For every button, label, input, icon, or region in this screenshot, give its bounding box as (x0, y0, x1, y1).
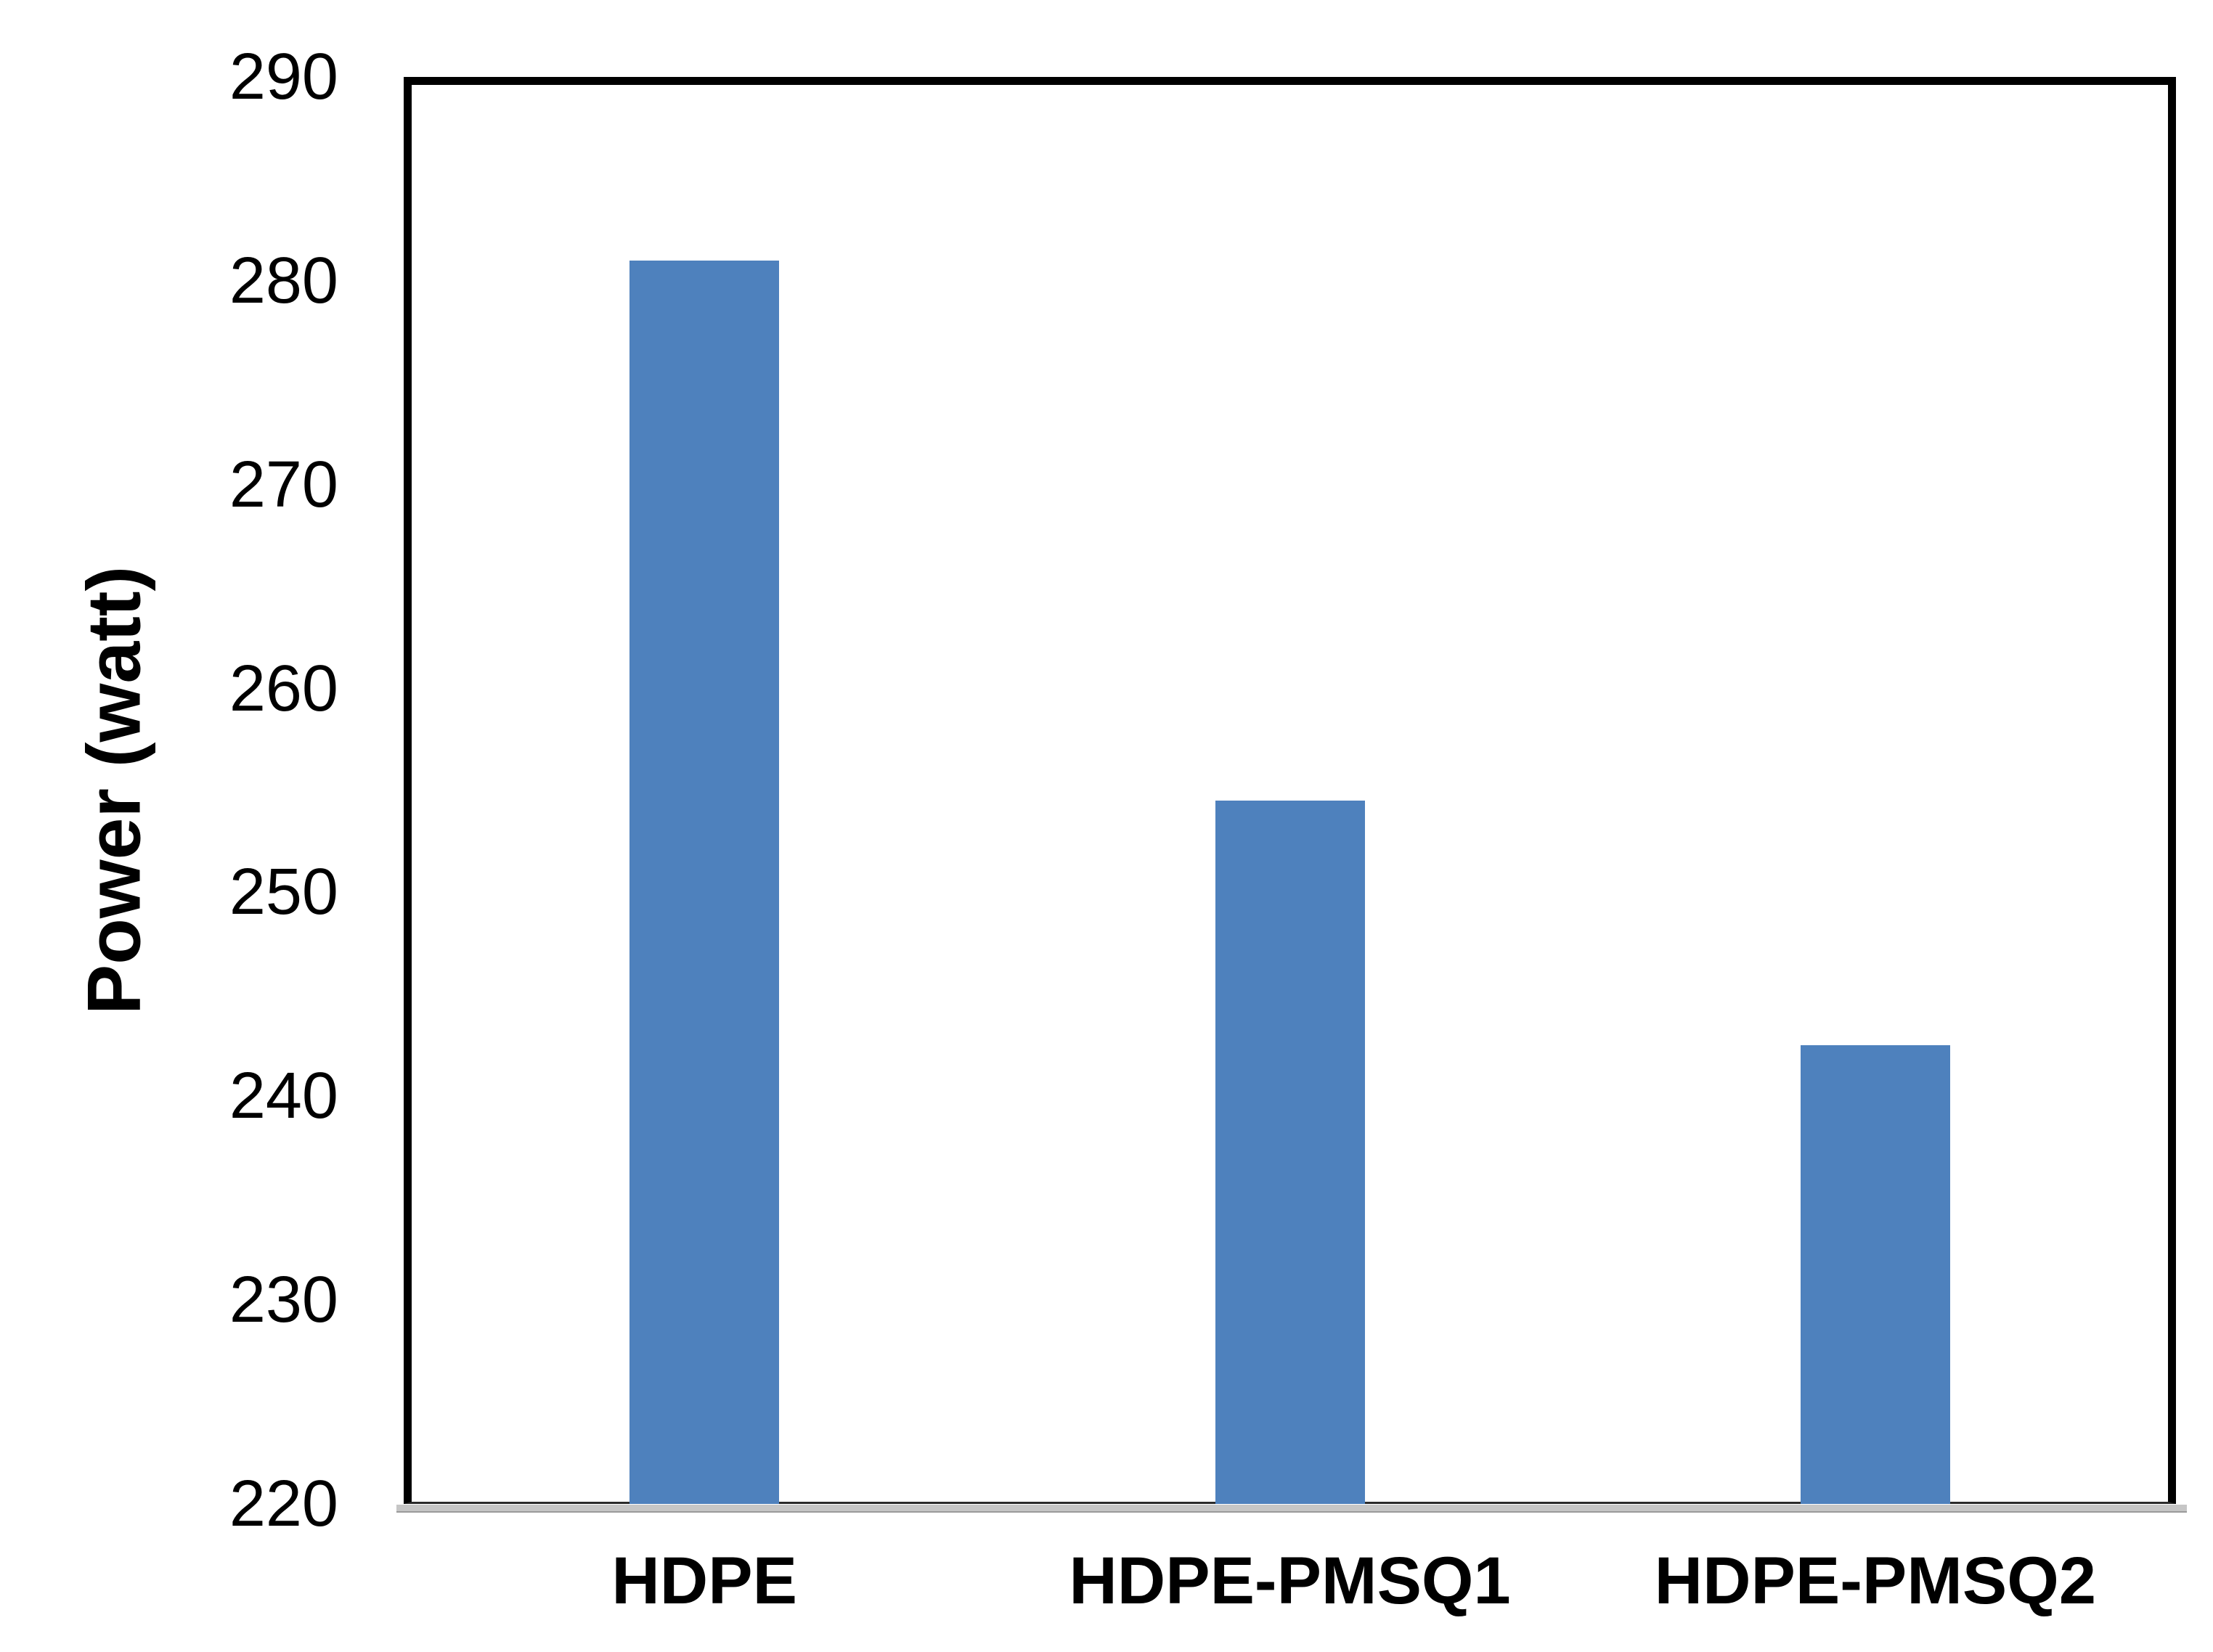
bar-hdpe (629, 260, 780, 1504)
x-axis-line (396, 1505, 2187, 1513)
y-tick-label: 260 (229, 652, 338, 725)
bar-hdpe-pmsq2 (1800, 1045, 1950, 1504)
y-tick-label: 240 (229, 1060, 338, 1133)
x-category-label: HDPE-PMSQ2 (1654, 1544, 2096, 1618)
y-tick-label: 280 (229, 244, 338, 317)
y-tick-label: 290 (229, 41, 338, 113)
y-tick-label: 250 (229, 856, 338, 929)
y-axis-title: Power (watt) (72, 565, 157, 1015)
y-tick-label: 220 (229, 1468, 338, 1540)
y-tick-label: 270 (229, 448, 338, 521)
x-category-label: HDPE (611, 1544, 797, 1618)
bar-hdpe-pmsq1 (1215, 801, 1365, 1504)
x-category-label: HDPE-PMSQ1 (1069, 1544, 1511, 1618)
y-tick-label: 230 (229, 1264, 338, 1337)
